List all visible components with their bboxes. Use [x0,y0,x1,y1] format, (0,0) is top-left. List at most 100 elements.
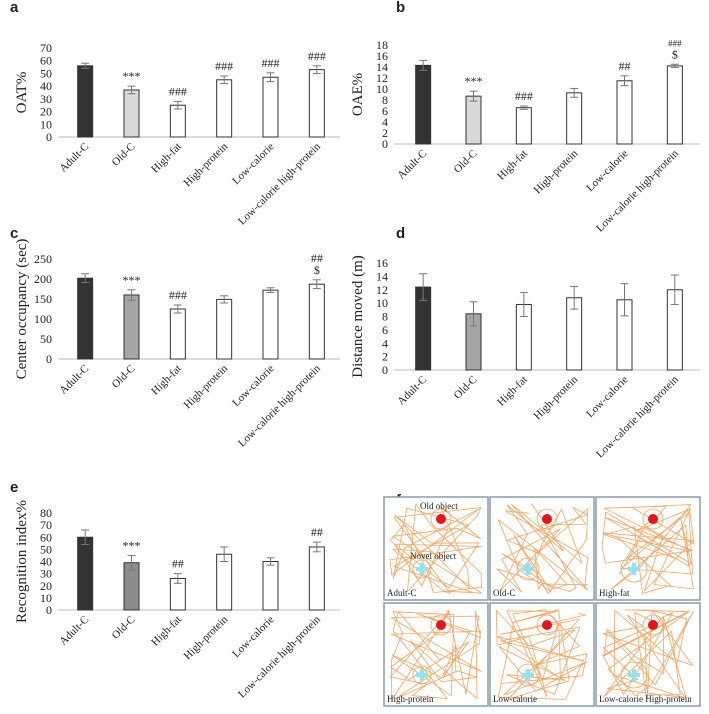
error-bar [670,274,679,305]
y-axis-label: Recognition index% [14,500,30,623]
y-tick-label: 50 [40,542,52,556]
arena-label: High-fat [599,588,630,598]
x-tick-label: Adult-C [57,141,91,175]
error-bar [220,295,229,304]
arena [383,496,489,601]
y-axis-label: Distance moved (m) [350,255,366,377]
significance-mark: ## [619,59,631,73]
error-bar [670,63,679,69]
x-tick-label: Adult-C [395,148,429,182]
y-tick-label: 50 [40,66,52,80]
old-object [648,514,658,524]
panel-label: c [10,225,18,242]
x-tick-label: High-fat [495,148,530,183]
bar [123,89,140,138]
panel-label: a [10,0,19,16]
novel-object [628,669,640,681]
object-label: Old object [420,501,458,511]
error-bar [173,573,182,584]
error-bar [312,65,321,74]
bar [262,561,279,611]
significance-mark: ## [311,251,323,265]
error-bar [81,529,90,546]
y-tick-label: 16 [376,256,388,270]
novel-object [522,669,534,681]
error-bar [620,75,629,87]
significance-mark: $ [314,263,320,277]
x-tick-label: High-fat [149,614,184,649]
arena-label: Low-calorie High-protein [599,694,692,704]
x-tick-label: High-protein [532,373,581,422]
error-bar [570,87,579,98]
error-bar [266,72,275,83]
bar [216,79,233,138]
error-bar [81,273,90,284]
object-label: Novel object [410,551,457,561]
y-tick-label: 0 [46,352,52,366]
y-tick-label: 100 [34,312,52,326]
error-bar [620,283,629,317]
error-bar [127,289,136,301]
y-tick-label: 2 [382,126,388,140]
significance-mark: ### [262,56,280,70]
y-tick-label: 14 [376,269,388,283]
significance-mark: ## [172,557,184,571]
y-tick-label: 30 [40,567,52,581]
old-object [648,620,658,630]
y-tick-label: 30 [40,92,52,106]
novel-object [416,563,428,575]
old-object [542,514,552,524]
bar [216,553,233,611]
error-bar [419,59,428,71]
error-bar [312,541,321,553]
y-tick-label: 4 [382,336,388,350]
x-tick-label: Old-C [452,148,480,176]
bar [123,294,140,360]
y-tick-label: 8 [382,310,388,324]
y-tick-label: 4 [382,115,388,129]
x-tick-label: Adult-C [395,374,429,408]
x-tick-label: High-protein [182,362,231,411]
x-tick-label: Adult-C [57,614,91,648]
x-tick-label: Low-calorie [584,374,631,421]
movement-trace [495,609,588,700]
y-tick-label: 6 [382,323,388,337]
trace-loop [620,555,648,583]
movement-trace [389,609,482,701]
y-tick-label: 14 [376,60,388,74]
y-tick-label: 70 [40,518,52,532]
error-bar [266,287,275,294]
error-bar [419,273,428,301]
y-tick-label: 70 [40,41,52,55]
y-tick-label: 60 [40,530,52,544]
old-object [542,620,552,630]
trace-loop [516,663,540,687]
x-tick-label: Low-calorie [230,614,277,661]
y-tick-label: 50 [40,332,52,346]
bar [77,536,94,611]
error-bar [81,62,90,69]
panel-label: d [396,225,405,242]
arena-label: Adult-C [387,588,417,598]
y-tick-label: 10 [376,296,388,310]
x-tick-label: Low-calorie high-protein [236,613,323,700]
error-bar [519,291,528,317]
x-tick-label: Low-calorie [584,148,631,195]
trace-loop [642,614,664,636]
bar [308,283,325,360]
movement-trace [601,504,695,594]
x-tick-label: Adult-C [57,363,91,397]
error-bar [266,557,275,566]
bar [465,95,482,145]
y-tick-label: 20 [40,579,52,593]
y-tick-label: 0 [46,603,52,617]
novel-object [522,563,534,575]
bar [566,92,583,145]
y-tick-label: 18 [376,38,388,52]
x-tick-label: Old-C [110,614,138,642]
y-tick-label: 250 [34,252,52,266]
significance-mark: $ [672,47,678,61]
x-tick-label: Low-calorie [230,141,277,188]
bar [308,546,325,611]
